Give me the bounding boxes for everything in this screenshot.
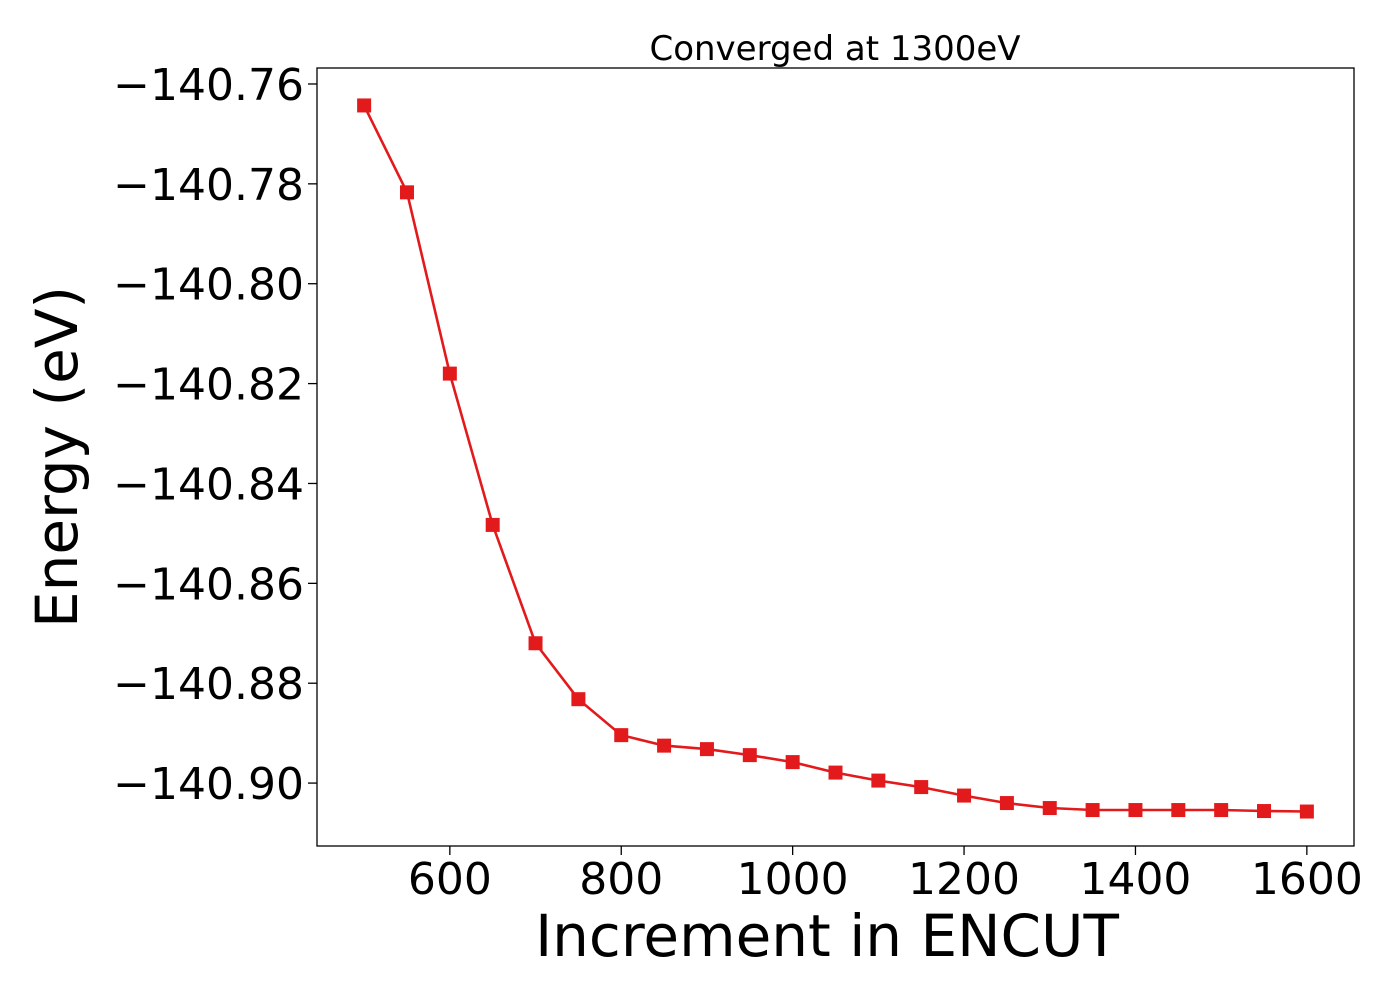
data-point [1042, 801, 1057, 816]
data-point [1085, 803, 1100, 818]
data-point [528, 636, 543, 651]
x-tick-label: 600 [408, 854, 492, 905]
data-point [742, 748, 757, 763]
x-tick-label: 800 [579, 854, 663, 905]
data-point [785, 755, 800, 770]
data-point [1214, 803, 1229, 818]
data-point [614, 728, 629, 743]
data-point [571, 692, 586, 707]
y-axis: −140.76 −140.78 −140.80 −140.82 −140.84 −140.… [113, 60, 317, 810]
data-point [828, 765, 843, 780]
chart-title: Converged at 1300eV [649, 29, 1020, 69]
x-axis: 600 800 1000 1200 1400 1600 [408, 846, 1363, 905]
x-axis-label: Increment in ENCUT [535, 902, 1119, 970]
y-tick-label: −140.80 [113, 260, 304, 311]
data-point [657, 738, 672, 753]
data-point [957, 788, 972, 803]
series-line [362, 104, 1307, 813]
y-tick-label: −140.88 [113, 659, 304, 710]
data-point [399, 185, 414, 200]
data-point [1128, 803, 1143, 818]
y-tick-label: −140.84 [113, 459, 304, 510]
data-point [914, 780, 929, 795]
data-point [1299, 804, 1314, 819]
x-tick-label: 1600 [1251, 854, 1363, 905]
data-point [1257, 804, 1272, 819]
data-point [999, 796, 1014, 811]
data-series [357, 98, 1314, 819]
data-point [1171, 803, 1186, 818]
plot-frame [316, 67, 1355, 847]
x-tick-label: 1200 [908, 854, 1020, 905]
data-point [485, 517, 500, 532]
data-point [871, 773, 886, 788]
data-point [357, 98, 372, 113]
y-tick-label: −140.90 [113, 759, 304, 810]
y-tick-label: −140.86 [113, 559, 304, 610]
y-tick-label: −140.76 [113, 60, 304, 111]
x-tick-label: 1000 [737, 854, 849, 905]
x-tick-label: 1400 [1079, 854, 1191, 905]
y-tick-label: −140.78 [113, 160, 304, 211]
y-axis-label: Energy (eV) [23, 286, 91, 628]
y-tick-label: −140.82 [113, 360, 304, 411]
data-point [699, 742, 714, 757]
data-point [442, 366, 457, 381]
